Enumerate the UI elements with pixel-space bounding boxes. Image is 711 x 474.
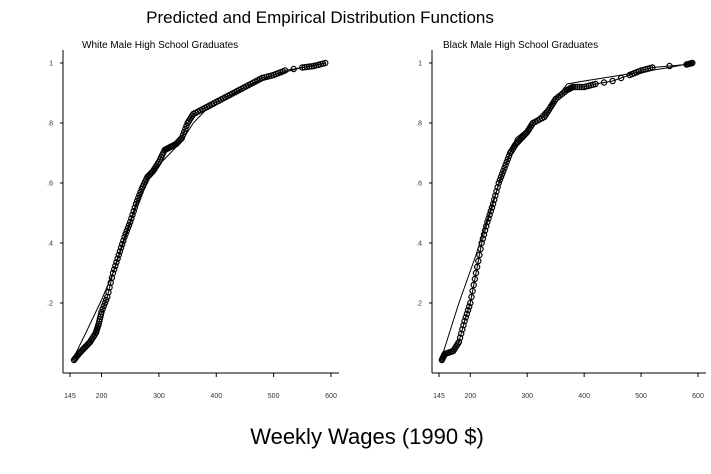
data-point-empirical (110, 266, 118, 273)
y-tick-label: .8 (416, 121, 422, 128)
y-tick-label: .4 (47, 241, 53, 248)
data-point-empirical (465, 303, 473, 310)
y-tick-label: .6 (416, 181, 422, 188)
data-point-empirical (99, 305, 106, 313)
x-tick-label: 400 (578, 393, 590, 400)
data-point-empirical (464, 307, 472, 314)
x-tick-label: 400 (210, 393, 222, 400)
data-point-empirical (503, 158, 510, 166)
panel-title: White Male High School Graduates (82, 40, 238, 51)
data-point-empirical (689, 59, 696, 67)
y-tick-label: .6 (47, 181, 53, 188)
series-line-predicted (73, 62, 326, 358)
data-point-empirical (459, 326, 466, 333)
data-point-empirical (592, 80, 599, 88)
y-tick-label: .2 (416, 301, 422, 308)
data-point-empirical (666, 62, 673, 70)
data-point-empirical (102, 296, 110, 304)
data-point-empirical (468, 293, 475, 301)
data-point-empirical (609, 77, 616, 85)
data-point-empirical (480, 231, 488, 238)
data-point-empirical (470, 281, 477, 289)
data-point-empirical (322, 59, 329, 67)
data-point-empirical (136, 191, 143, 199)
series-line-empirical (73, 62, 326, 361)
data-point-empirical (473, 263, 481, 271)
data-point-empirical (455, 338, 463, 346)
data-point-empirical (471, 275, 479, 283)
x-tick-label: 600 (325, 393, 337, 400)
data-point-empirical (113, 259, 120, 266)
panel-black: Black Male High School Graduates .2 .4 .6 .8… (416, 40, 706, 400)
data-point-empirical (571, 83, 579, 91)
x-tick-label: 300 (153, 393, 165, 400)
data-point-empirical (479, 235, 487, 242)
data-point-empirical (494, 183, 501, 191)
x-tick-label: 145 (433, 393, 445, 400)
data-point-empirical (502, 161, 509, 169)
series-line-predicted (441, 62, 693, 358)
data-point-empirical (476, 251, 483, 259)
x-tick-label: 500 (268, 393, 280, 400)
data-point-empirical (281, 67, 289, 74)
y-tick-label: 1 (418, 61, 422, 68)
data-point-empirical (112, 262, 119, 269)
data-point-empirical (101, 299, 109, 307)
x-axis-label: Weekly Wages (1990 $) (250, 424, 484, 449)
data-point-empirical (497, 173, 505, 181)
data-point-empirical (460, 322, 467, 329)
x-tick-label: 145 (64, 393, 76, 400)
data-point-empirical (569, 83, 576, 91)
panel-title: Black Male High School Graduates (443, 40, 598, 51)
data-point-empirical (461, 317, 468, 325)
data-point-empirical (576, 83, 583, 91)
data-point-empirical (462, 314, 469, 321)
y-tick-label: 1 (49, 61, 53, 68)
data-point-empirical (493, 188, 500, 195)
panel-white: White Male High School Graduates .2 .4 .6 .8… (47, 40, 339, 400)
data-point-empirical (472, 269, 480, 277)
data-point-empirical (456, 334, 464, 341)
data-point-empirical (478, 239, 485, 247)
x-tick-label: 200 (96, 393, 108, 400)
data-point-empirical (98, 308, 105, 316)
data-point-empirical (498, 170, 506, 178)
data-point-empirical (463, 310, 471, 317)
y-tick-label: .4 (416, 241, 422, 248)
data-point-empirical (109, 269, 117, 277)
data-point-empirical (100, 302, 108, 310)
series-line-empirical (441, 62, 693, 361)
y-tick-label: .8 (47, 121, 53, 128)
data-point-empirical (500, 167, 507, 175)
chart-title: Predicted and Empirical Distribution Fun… (146, 8, 494, 27)
data-point-empirical (600, 79, 608, 86)
data-point-empirical (504, 155, 512, 163)
data-point-empirical (501, 164, 508, 172)
x-tick-label: 300 (521, 393, 533, 400)
data-point-empirical (458, 330, 465, 337)
x-tick-label: 600 (692, 393, 704, 400)
data-point-empirical (182, 125, 189, 133)
data-point-empirical (467, 299, 474, 307)
y-tick-label: .2 (47, 301, 53, 308)
data-point-empirical (137, 188, 144, 196)
data-point-empirical (574, 83, 581, 91)
x-tick-label: 200 (464, 393, 476, 400)
data-point-empirical (469, 287, 476, 295)
x-tick-label: 500 (635, 393, 647, 400)
data-point-empirical (475, 257, 482, 265)
data-point-empirical (180, 128, 188, 136)
